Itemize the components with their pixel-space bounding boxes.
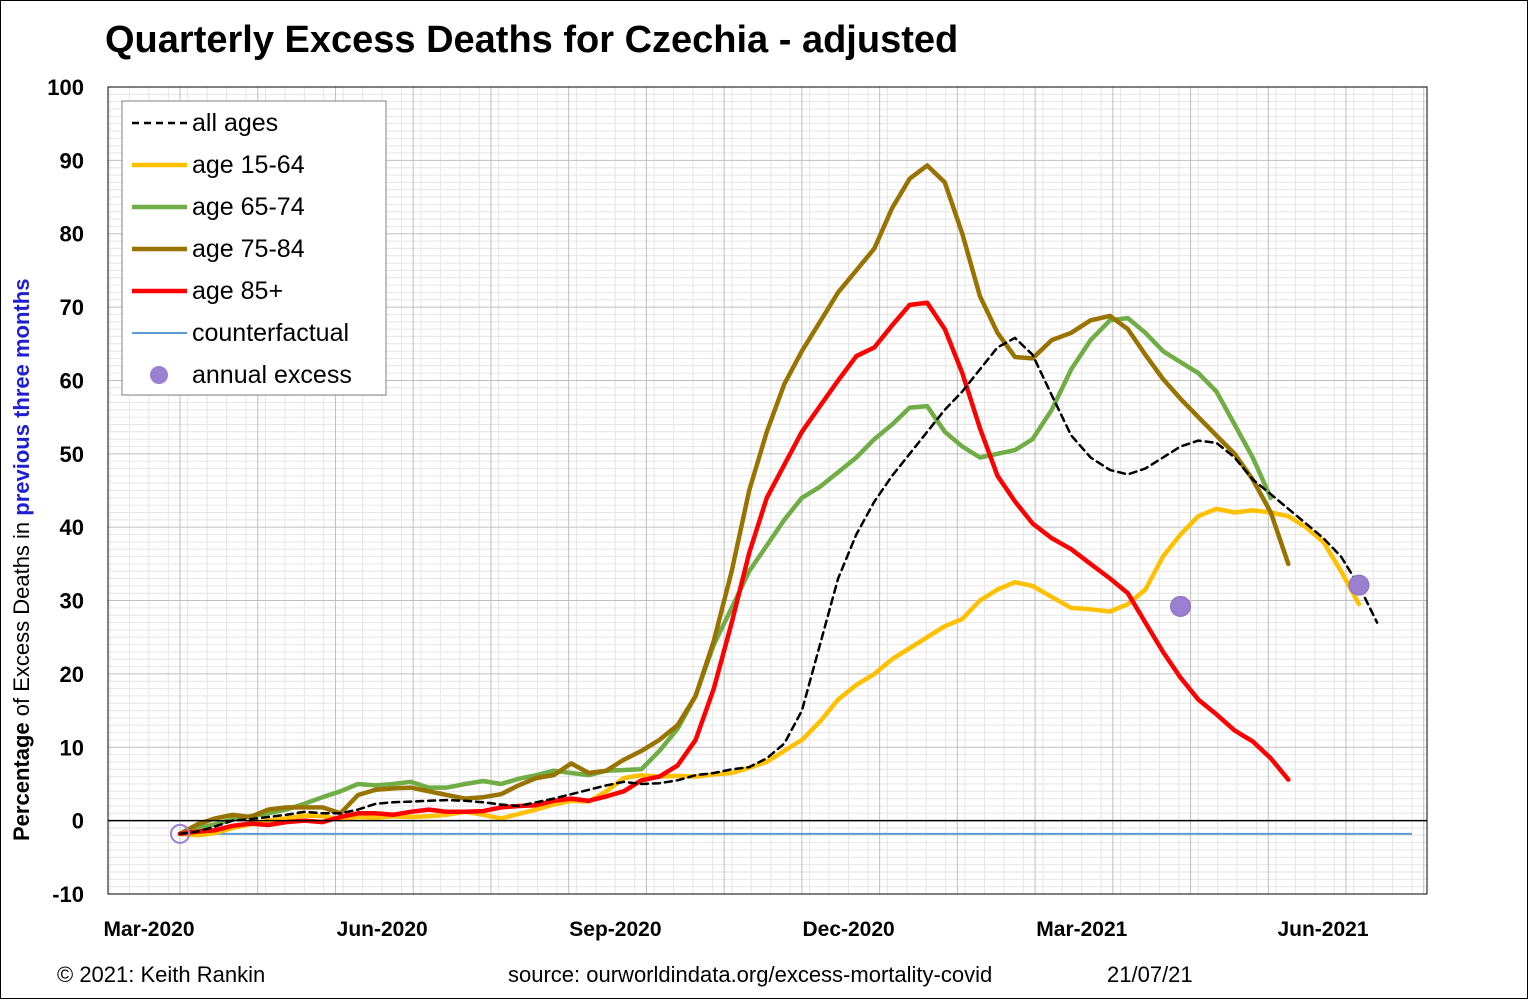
- x-tick-label: Sep-2020: [569, 918, 661, 941]
- y-tick-label: 100: [47, 75, 84, 100]
- axis-layer: -10 0 10 20 30 40 50 60 70 80 90 100 Mar-2020 Jun-202…: [47, 75, 1428, 941]
- legend-label: annual excess: [192, 361, 352, 389]
- legend-label: age 85+: [192, 277, 283, 305]
- x-tick-label: Dec-2020: [802, 918, 894, 941]
- legend: all ages age 15-64 age 65-74 age 75-84 age 8…: [121, 100, 387, 396]
- y-tick-label: 20: [60, 662, 84, 687]
- x-tick-label: Mar-2020: [103, 918, 194, 941]
- annual-excess-point: [170, 823, 190, 844]
- legend-label: age 65-74: [192, 193, 305, 221]
- footer-source: source: ourworldindata.org/excess-mortal…: [508, 962, 993, 987]
- series-age-15-64: [177, 506, 1362, 838]
- y-tick-label: 80: [60, 222, 84, 247]
- footer-copyright: © 2021: Keith Rankin: [57, 962, 266, 987]
- series-all-ages: [178, 336, 1379, 836]
- plot-border: [107, 86, 1428, 895]
- y-tick-label: 90: [60, 148, 84, 173]
- chart-title: Quarterly Excess Deaths for Czechia - ad…: [105, 19, 959, 61]
- y-tick-label: -10: [52, 882, 84, 907]
- series-layer: [170, 163, 1412, 844]
- x-tick-label: Mar-2021: [1036, 918, 1127, 941]
- footer-date: 21/07/21: [1107, 962, 1193, 987]
- y-tick-label: 70: [60, 295, 84, 320]
- series-age-65-74: [177, 315, 1274, 837]
- series-age-75-84: [177, 163, 1291, 837]
- y-tick-label: 40: [60, 515, 84, 540]
- series-age-85-: [177, 300, 1291, 837]
- x-tick-label: Jun-2021: [1277, 918, 1368, 941]
- legend-label: age 75-84: [192, 235, 305, 263]
- legend-marker-annual-excess: [150, 366, 168, 384]
- legend-label: all ages: [192, 109, 278, 137]
- y-tick-label: 50: [60, 442, 84, 467]
- y-tick-label: 0: [72, 809, 84, 834]
- y-tick-label: 30: [60, 589, 84, 614]
- y-tick-label: 60: [60, 368, 84, 393]
- annual-excess-point: [1348, 574, 1370, 596]
- legend-label: counterfactual: [192, 319, 349, 347]
- x-tick-label: Jun-2020: [337, 918, 428, 941]
- legend-label: age 15-64: [192, 151, 305, 179]
- annual-excess-point: [1170, 595, 1192, 617]
- y-tick-label: 10: [60, 735, 84, 760]
